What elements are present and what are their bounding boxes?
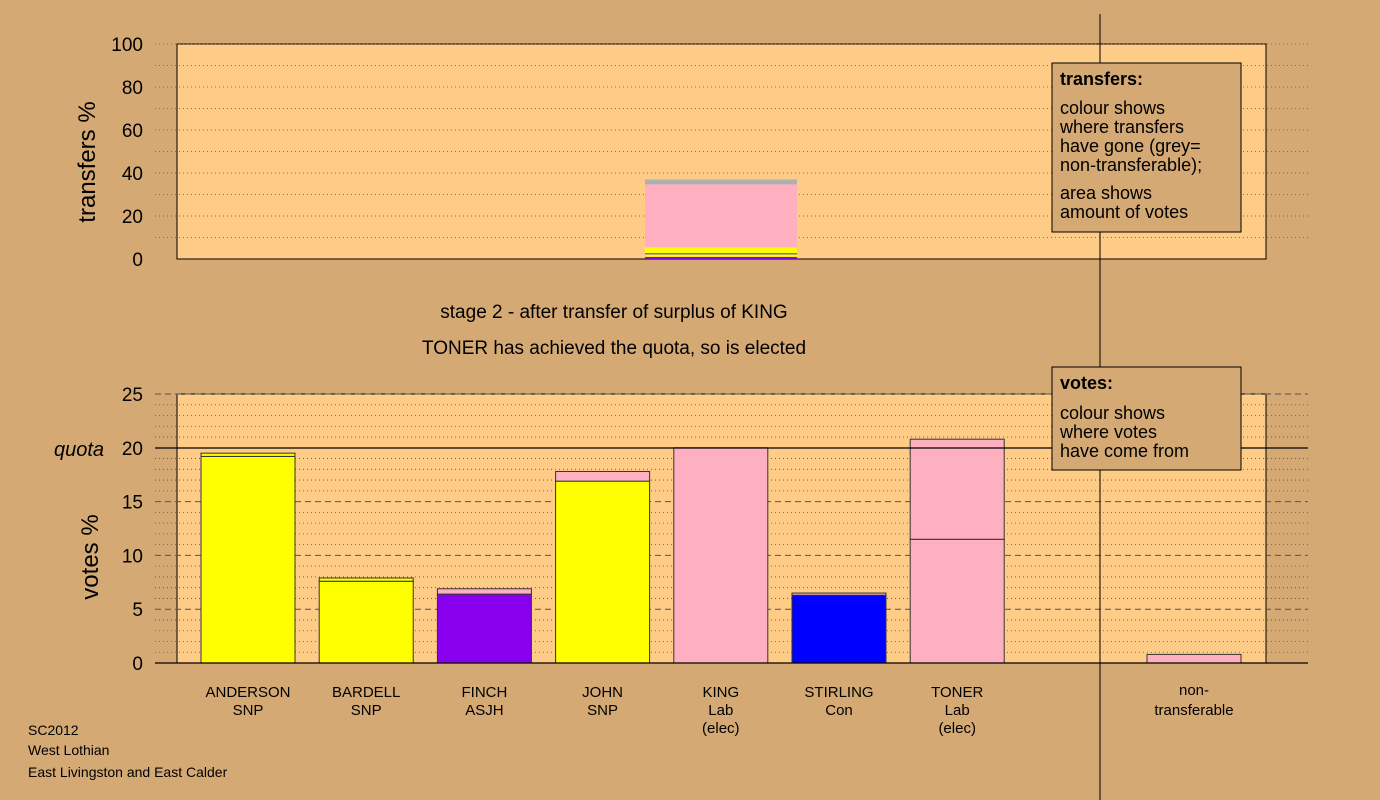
candidate-bar-first-preference <box>673 447 769 664</box>
transfers-tick-label: 0 <box>132 250 143 271</box>
nontransferable-bar <box>1146 653 1242 664</box>
candidate-party: ASJH <box>465 702 503 719</box>
votes-tick-label: 20 <box>122 439 143 460</box>
votes-legend: votes: colour shows where votes have com… <box>1051 366 1242 471</box>
transfers-tick-label: 40 <box>122 164 143 185</box>
transfers-tick-label: 80 <box>122 78 143 99</box>
votes-tick-label: 25 <box>122 385 143 406</box>
transfers-tick-label: 20 <box>122 207 143 228</box>
transfers-tick-label: 100 <box>111 35 143 56</box>
votes-bars <box>200 438 1242 664</box>
transfers-legend-line: have gone (grey= <box>1060 136 1201 156</box>
votes-tick-label: 5 <box>132 600 143 621</box>
footer-ward: East Livingston and East Calder <box>28 764 228 780</box>
votes-legend-line: where votes <box>1059 422 1157 442</box>
candidate-bar-transfer <box>200 452 296 457</box>
transfer-segment <box>645 254 797 257</box>
nontransferable-label: transferable <box>1154 702 1233 719</box>
candidate-name: TONER <box>931 684 983 701</box>
transfers-legend-line: colour shows <box>1060 98 1165 118</box>
candidate-party: SNP <box>233 702 264 719</box>
transfer-segment <box>645 253 797 255</box>
candidate-name: JOHN <box>582 684 623 701</box>
candidate-labels: ANDERSONSNPBARDELLSNPFINCHASJHJOHNSNPKIN… <box>205 682 1233 737</box>
candidate-bar-first-preference <box>318 580 414 664</box>
candidate-name: FINCH <box>461 684 507 701</box>
transfer-segment <box>645 247 797 254</box>
transfer-segment <box>645 256 797 259</box>
transfers-tick-label: 60 <box>122 121 143 142</box>
candidate-party: Lab <box>945 702 970 719</box>
candidate-bar-first-preference <box>436 593 532 664</box>
candidate-party: Con <box>825 702 853 719</box>
candidate-bar-transfer <box>555 470 651 482</box>
elected-note: TONER has achieved the quota, so is elec… <box>422 338 806 359</box>
footer-election: SC2012 <box>28 722 79 738</box>
transfer-bar <box>645 179 797 259</box>
transfers-legend-line: non-transferable); <box>1060 155 1202 175</box>
candidate-party: SNP <box>587 702 618 719</box>
votes-legend-line: colour shows <box>1060 403 1165 423</box>
footer-council: West Lothian <box>28 742 109 758</box>
votes-legend-title: votes: <box>1060 373 1113 393</box>
candidate-bar-first-preference <box>791 594 887 664</box>
candidate-status: (elec) <box>702 720 740 737</box>
candidate-bar-first-preference <box>200 455 296 664</box>
votes-tick-label: 10 <box>122 546 143 567</box>
candidate-name: KING <box>702 684 739 701</box>
candidate-bar-transfer <box>909 438 1005 540</box>
candidate-bar-first-preference <box>909 538 1005 664</box>
transfers-legend-line: amount of votes <box>1060 202 1188 222</box>
votes-y-ticks: 0 5 10 15 20 25 <box>122 385 143 675</box>
votes-legend-box <box>1051 366 1242 471</box>
transfers-legend-title: transfers: <box>1060 69 1143 89</box>
votes-legend-line: have come from <box>1060 441 1189 461</box>
transfers-legend-line: where transfers <box>1059 117 1184 137</box>
stage-title: stage 2 - after transfer of surplus of K… <box>440 302 787 323</box>
candidate-status: (elec) <box>938 720 976 737</box>
transfer-segment <box>645 184 797 248</box>
candidate-bar-transfer <box>318 577 414 582</box>
candidate-bar-transfer <box>791 592 887 596</box>
transfer-segment <box>645 179 797 185</box>
transfers-legend-box <box>1051 62 1242 233</box>
transfers-y-ticks: 0 20 40 60 80 100 <box>111 35 143 271</box>
votes-axis-label: votes % <box>77 514 104 599</box>
candidate-party: SNP <box>351 702 382 719</box>
quota-label: quota <box>54 439 104 461</box>
transfers-axis-label: transfers % <box>74 101 101 222</box>
transfers-legend-line: area shows <box>1060 183 1152 203</box>
candidate-bar-transfer <box>436 588 532 595</box>
candidate-name: ANDERSON <box>205 684 290 701</box>
candidate-name: STIRLING <box>804 684 873 701</box>
candidate-party: Lab <box>708 702 733 719</box>
transfers-legend: transfers: colour shows where transfers … <box>1051 62 1242 233</box>
votes-tick-label: 15 <box>122 493 143 514</box>
candidate-name: BARDELL <box>332 684 400 701</box>
votes-tick-label: 0 <box>132 654 143 675</box>
candidate-bar-first-preference <box>555 480 651 664</box>
nontransferable-label: non- <box>1179 682 1209 699</box>
